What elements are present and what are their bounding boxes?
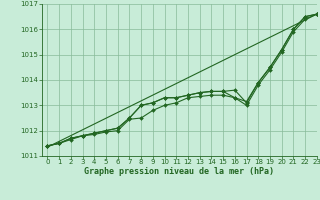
X-axis label: Graphe pression niveau de la mer (hPa): Graphe pression niveau de la mer (hPa) [84, 167, 274, 176]
